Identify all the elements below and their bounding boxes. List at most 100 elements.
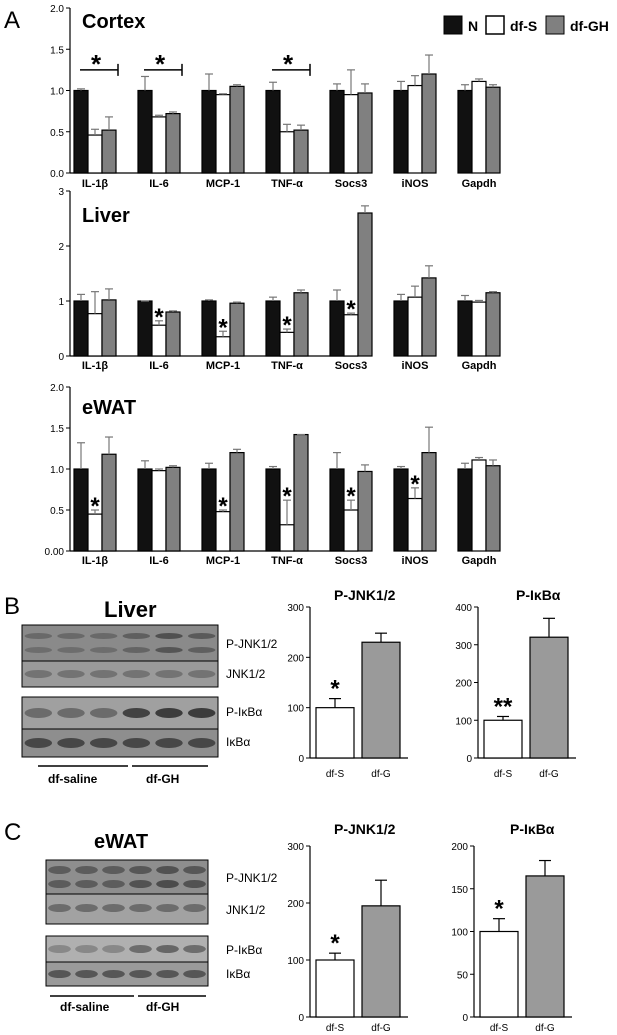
ewat-bar-df-gh-mcp-1: [229, 452, 245, 552]
liver-blot: Liver P-JNK1/2 JNK1/2 P-IκBα IκBα df-sal…: [21, 597, 278, 786]
cortex-ytick-label: 1.0: [50, 87, 64, 98]
cortex-bar-n-mcp-1: [201, 89, 217, 174]
liver-bar-df-gh-il-6: [165, 311, 181, 357]
ewat-blot-title: eWAT: [94, 831, 148, 853]
ewat-bands-band: [48, 945, 71, 953]
liver-blot-label-ikba: IκBα: [226, 735, 250, 749]
panel-label-c: C: [4, 819, 21, 846]
liver-xtick-label: Gapdh: [462, 360, 497, 372]
ewat-xtick-label: MCP-1: [206, 555, 240, 567]
ewat-bands-band: [75, 945, 98, 953]
ewat-bar-n-mcp-1: [201, 468, 217, 552]
liver-bands-band: [57, 647, 85, 653]
liver-blot-label-pikba: P-IκBα: [226, 705, 262, 719]
liver-blot-strip-jnk: [21, 660, 219, 688]
ewat-bands-band: [48, 970, 71, 978]
legend-label-df-gh: df-GH: [570, 18, 609, 34]
ewat-ytick-label: 0.5: [50, 506, 64, 517]
ewat-bar-df-s-il-6: [151, 470, 167, 552]
cortex-bar-df-gh-socs3: [357, 92, 373, 174]
ewat-ytick-label: 0.00: [45, 547, 65, 558]
liver-bands-band: [122, 633, 151, 639]
legend-label-df-s: df-S: [510, 18, 537, 34]
ewat-bar-df-gh-il-1: [101, 453, 117, 552]
legend-swatch-n: [443, 15, 463, 35]
liver-xtick-label: MCP-1: [206, 360, 240, 372]
chart-liver-pikba: P-IκBα 0 100 200 300 400 df-S df-G **: [455, 587, 576, 780]
ewat-sig-star-mcp-1: *: [218, 493, 228, 520]
liver-bar-df-gh-il-1: [101, 299, 117, 357]
chart-ewat-pikba: P-IκBα 0 50 100 150 200 df-S df-G *: [451, 821, 572, 1034]
ewat-bar-df-gh-socs3: [357, 470, 373, 552]
ewat-bands-band: [129, 945, 152, 953]
liver-pikba-ytick-label: 100: [455, 716, 472, 727]
liver-pikba-xtick-label: df-S: [494, 769, 513, 780]
ewat-bar-df-gh-il-6: [165, 466, 181, 552]
ewat-bands-band: [183, 880, 206, 888]
ewat-bands-band: [129, 880, 152, 888]
liver-blot-strip-pikba: [21, 696, 219, 730]
cortex-xtick-label: Gapdh: [462, 178, 497, 190]
liver-bands-band: [24, 708, 53, 718]
liver-bar-df-s-il-1: [87, 313, 103, 357]
legend-item-n: N: [443, 15, 478, 35]
cortex-xtick-label: iNOS: [402, 178, 429, 190]
cortex-bar-n-il-1: [73, 89, 89, 174]
ewat-pikba-bar-df-s: [479, 930, 519, 1018]
liver-bar-df-s-gapdh: [471, 301, 487, 357]
liver-bands-band: [24, 738, 53, 748]
liver-bands-band: [89, 633, 118, 639]
legend-item-df-gh: df-GH: [545, 15, 609, 35]
ewat-bar-df-s-socs3: [343, 509, 359, 552]
ewat-pikba-bar-df-g: [525, 875, 565, 1018]
liver-bar-n-inos: [393, 300, 409, 357]
liver-sig-star-mcp-1: *: [218, 314, 228, 341]
liver-blot-bands: [24, 633, 216, 748]
ewat-blot-group-saline: df-saline: [60, 1000, 110, 1014]
liver-bar-n-gapdh: [457, 300, 473, 357]
cortex-bar-df-gh-tnf: [293, 129, 309, 174]
cortex-bar-df-s-gapdh: [471, 80, 487, 174]
liver-bar-df-gh-gapdh: [485, 292, 501, 357]
liver-bar-n-tnf: [265, 300, 281, 357]
ewat-pjnk-sig-star-df-s: *: [330, 930, 340, 957]
liver-sig-star-il-6: *: [154, 304, 164, 331]
cortex-ytick-label: 1.5: [50, 45, 64, 56]
ewat-bands-band: [129, 866, 152, 874]
liver-pjnk-ytick-label: 300: [287, 603, 304, 614]
ewat-bar-n-inos: [393, 468, 409, 552]
liver-pikba-ytick-label: 300: [455, 641, 472, 652]
ewat-ytick-label: 1.5: [50, 424, 64, 435]
liver-pikba-ytick-label: 0: [466, 754, 472, 765]
liver-sig-star-tnf: *: [282, 312, 292, 339]
ewat-pikba-xtick-label: df-S: [490, 1023, 509, 1034]
ewat-blot-strip-jnk: [45, 893, 209, 925]
cortex-xtick-label: MCP-1: [206, 178, 240, 190]
ewat-pikba-ytick-label: 100: [451, 928, 468, 939]
chart-ewat: eWAT 0.00 0.5 1.0 1.5 2.0 IL-1β IL-6 MCP-1 TNF-α S…: [45, 383, 501, 567]
liver-bands-band: [122, 708, 151, 718]
cortex-xtick-label: Socs3: [335, 178, 367, 190]
ewat-pikba-ytick-label: 0: [462, 1013, 468, 1024]
liver-bar-df-gh-tnf: [293, 292, 309, 357]
liver-pikba-bar-df-s: [483, 719, 523, 759]
cortex-bar-n-inos: [393, 89, 409, 174]
liver-ytick-label: 3: [58, 187, 64, 198]
cortex-bar-df-s-socs3: [343, 94, 359, 174]
ewat-bands-band: [102, 866, 125, 874]
cortex-ytick-label: 0.0: [50, 169, 64, 180]
ewat-blot-label-pikba: P-IκBα: [226, 943, 262, 957]
ewat-bar-df-gh-gapdh: [485, 465, 501, 552]
liver-pikba-sig-star-df-s: **: [494, 693, 513, 720]
ewat-sig-star-tnf: *: [282, 483, 292, 510]
ewat-bands-band: [183, 866, 206, 874]
liver-bar-df-gh-socs3: [357, 212, 373, 357]
ewat-sig-star-inos: *: [410, 471, 420, 498]
cortex-bar-df-gh-inos: [421, 73, 437, 174]
liver-pjnk-ytick-label: 0: [298, 754, 304, 765]
ewat-bands-band: [183, 945, 206, 953]
liver-xtick-label: TNF-α: [271, 360, 303, 372]
cortex-bar-n-tnf: [265, 89, 281, 174]
ewat-pikba-ytick-label: 150: [451, 885, 468, 896]
